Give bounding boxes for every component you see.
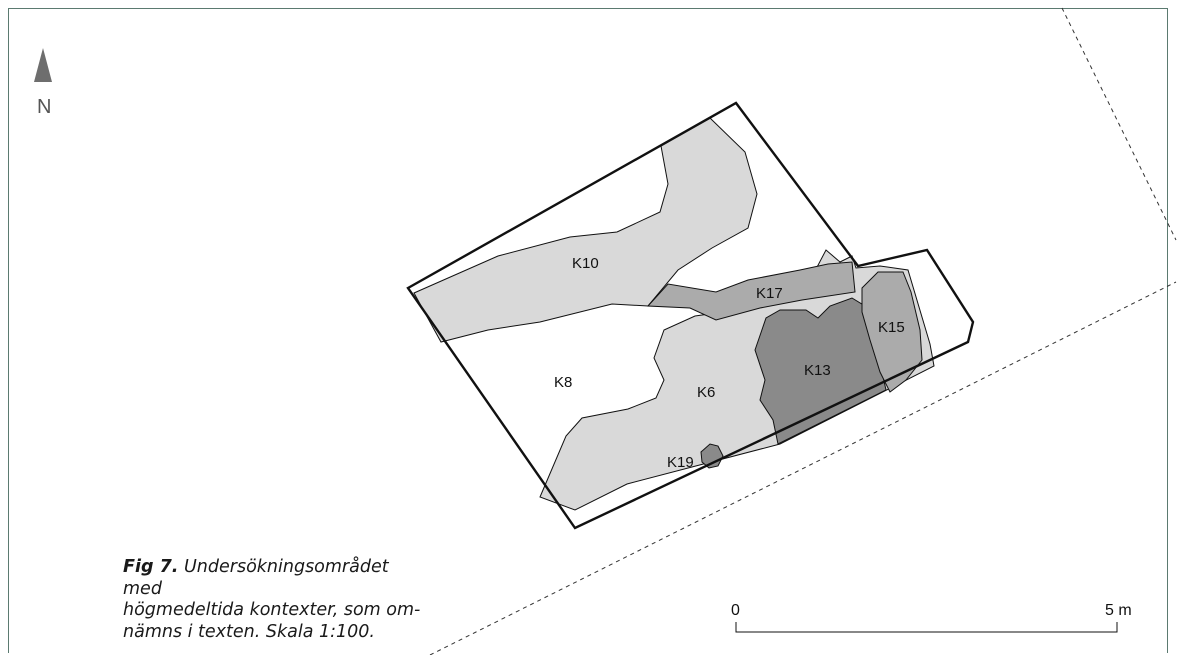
figure-caption: Fig 7. Undersökningsområdet med högmedel… [123, 557, 423, 643]
context-k10-area [413, 117, 758, 343]
north-arrow: N [34, 48, 52, 118]
context-k15-area [861, 271, 923, 393]
scale-bar-start: 0 [731, 602, 740, 619]
north-letter: N [37, 96, 51, 118]
context-k19-area [700, 443, 724, 469]
scale-bar-end: 5 m [1105, 602, 1132, 619]
caption-line-2: högmedeltida kontexter, som om- [123, 600, 421, 620]
context-k17-area [646, 261, 856, 321]
label-k15: K15 [878, 319, 905, 336]
figure-number: Fig 7. [123, 557, 179, 577]
label-k10: K10 [572, 255, 599, 272]
label-k17: K17 [756, 285, 783, 302]
figure-frame [8, 8, 1168, 653]
property-boundary-line [1061, 7, 1177, 241]
north-arrow-icon [34, 48, 52, 82]
caption-line-1: Undersökningsområdet med [123, 557, 389, 599]
property-boundary-line [429, 281, 1177, 655]
label-k8: K8 [554, 374, 572, 391]
caption-line-3: nämns i texten. Skala 1:100. [123, 621, 375, 642]
trench-outline [406, 101, 975, 530]
scale-bar: 0 5 m [731, 602, 1132, 633]
scale-bar-line [735, 622, 1118, 633]
label-k6: K6 [697, 384, 715, 401]
label-k19: K19 [667, 454, 694, 471]
label-k13: K13 [804, 362, 831, 379]
